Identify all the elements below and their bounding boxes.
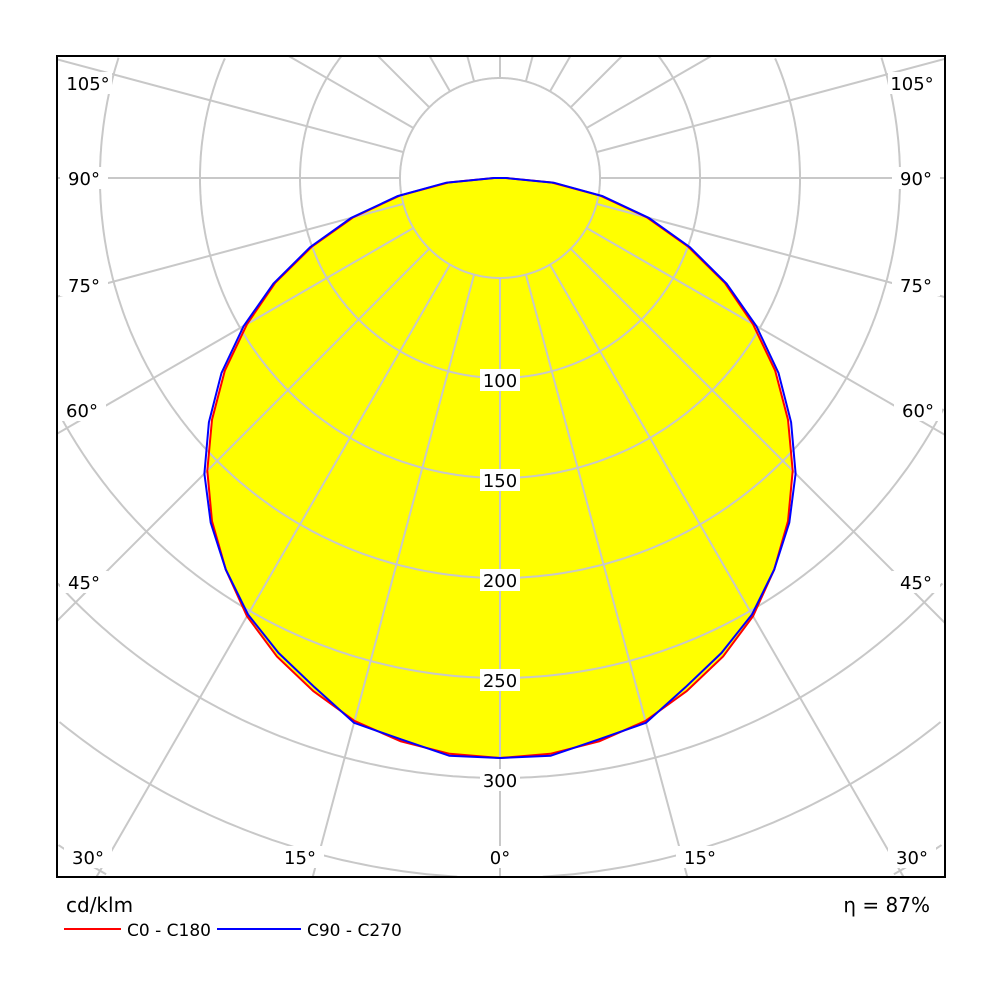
grid-spoke bbox=[596, 57, 945, 154]
radial-tick-label: 250 bbox=[483, 671, 517, 692]
grid-spoke bbox=[57, 202, 404, 298]
grid-spoke bbox=[569, 56, 623, 109]
angle-label-left: 90° bbox=[68, 169, 100, 190]
angle-label-right: 90° bbox=[900, 169, 932, 190]
angle-label-bg bbox=[484, 846, 516, 868]
angle-label-bg bbox=[64, 72, 112, 94]
grid-circle bbox=[199, 57, 801, 479]
angle-label-bg bbox=[276, 846, 324, 868]
curve-c90-c270 bbox=[203, 177, 797, 760]
radial-tick-label: 200 bbox=[483, 571, 517, 592]
angle-label-bg bbox=[60, 571, 108, 593]
radial-label-bg bbox=[480, 569, 520, 591]
angle-label-right: 60° bbox=[902, 401, 934, 422]
radial-label-bg bbox=[480, 369, 520, 391]
angle-label-left: 75° bbox=[68, 276, 100, 297]
radial-label-bg bbox=[480, 769, 520, 791]
angle-label-left: 60° bbox=[66, 401, 98, 422]
angle-label-bg bbox=[64, 846, 112, 868]
grid-spoke bbox=[524, 56, 534, 82]
angle-label-left: 45° bbox=[68, 573, 100, 594]
radial-tick-label: 100 bbox=[483, 371, 517, 392]
grid-spoke bbox=[57, 227, 414, 435]
radial-tick-label: 300 bbox=[483, 771, 517, 792]
legend-label-c0-c180: C0 - C180 bbox=[127, 921, 211, 941]
grid-spoke bbox=[377, 56, 431, 109]
angle-label-bg bbox=[676, 846, 724, 868]
angle-label-bg bbox=[888, 72, 936, 94]
angle-label-right: 30° bbox=[896, 848, 928, 869]
legend: C0 - C180 C90 - C270 bbox=[64, 921, 402, 941]
grid-circle bbox=[57, 582, 944, 779]
grid-spoke bbox=[288, 56, 414, 129]
radial-tick-label: 150 bbox=[483, 471, 517, 492]
angle-label-bg bbox=[60, 274, 108, 296]
angle-label-left: 105° bbox=[66, 74, 109, 95]
angle-label-bg bbox=[60, 167, 108, 189]
radial-label-bg bbox=[480, 469, 520, 491]
legend-label-c90-c270: C90 - C270 bbox=[307, 921, 402, 941]
angle-label-bg bbox=[892, 571, 940, 593]
angle-label-right: 15° bbox=[684, 848, 716, 869]
grid-spoke bbox=[524, 274, 689, 877]
angle-label-bg bbox=[58, 399, 106, 421]
angle-label-right: 45° bbox=[900, 573, 932, 594]
grid-spoke bbox=[586, 56, 712, 129]
grid-spoke bbox=[57, 247, 431, 622]
angle-label-bg bbox=[892, 167, 940, 189]
angle-label-bg bbox=[888, 846, 936, 868]
angle-label-left: 15° bbox=[284, 848, 316, 869]
angle-label-right: 75° bbox=[900, 276, 932, 297]
plot-area: 100 150 200 250 300 bbox=[57, 56, 945, 877]
grid-spoke bbox=[549, 264, 905, 877]
grid-spoke bbox=[569, 247, 945, 624]
efficiency-label: η = 87% bbox=[843, 893, 930, 917]
grid-circle bbox=[299, 56, 701, 379]
angle-label-bg bbox=[894, 399, 942, 421]
plot-frame bbox=[56, 55, 946, 878]
grid-spoke bbox=[549, 56, 572, 92]
grid-spoke bbox=[596, 202, 945, 299]
grid-spoke bbox=[95, 264, 451, 877]
grid-spoke bbox=[57, 58, 404, 154]
angle-label-left: 30° bbox=[72, 848, 104, 869]
grid-spoke bbox=[466, 56, 476, 82]
angle-label-right: 105° bbox=[890, 74, 933, 95]
grid-spoke bbox=[586, 227, 945, 436]
unit-label: cd/klm bbox=[66, 893, 133, 917]
radial-label-bg bbox=[480, 669, 520, 691]
angle-label-bg bbox=[892, 274, 940, 296]
grid-spoke bbox=[428, 56, 451, 92]
angle-label-center: 0° bbox=[490, 848, 510, 869]
grid-circle bbox=[58, 721, 942, 877]
grid-spoke bbox=[311, 274, 476, 877]
